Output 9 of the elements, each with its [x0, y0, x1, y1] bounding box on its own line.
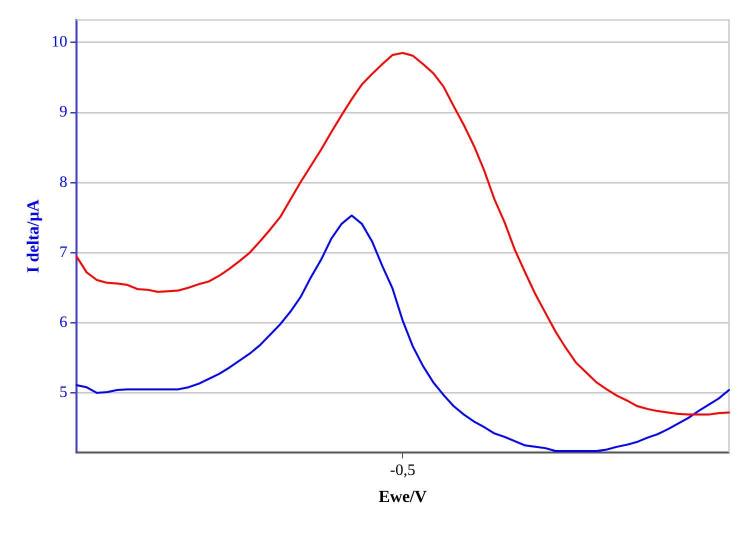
x-tick-label: -0,5 — [390, 462, 416, 480]
y-tick-label: 7 — [59, 244, 68, 261]
y-tick-label: 8 — [59, 174, 68, 191]
y-axis-title: I delta/µA — [24, 198, 43, 273]
y-tick-label: 10 — [51, 34, 68, 51]
x-axis-title: Ewe/V — [378, 487, 428, 506]
y-tick-label: 6 — [59, 314, 68, 331]
y-tick-label: 5 — [59, 384, 68, 402]
y-tick-label: 9 — [59, 104, 68, 121]
